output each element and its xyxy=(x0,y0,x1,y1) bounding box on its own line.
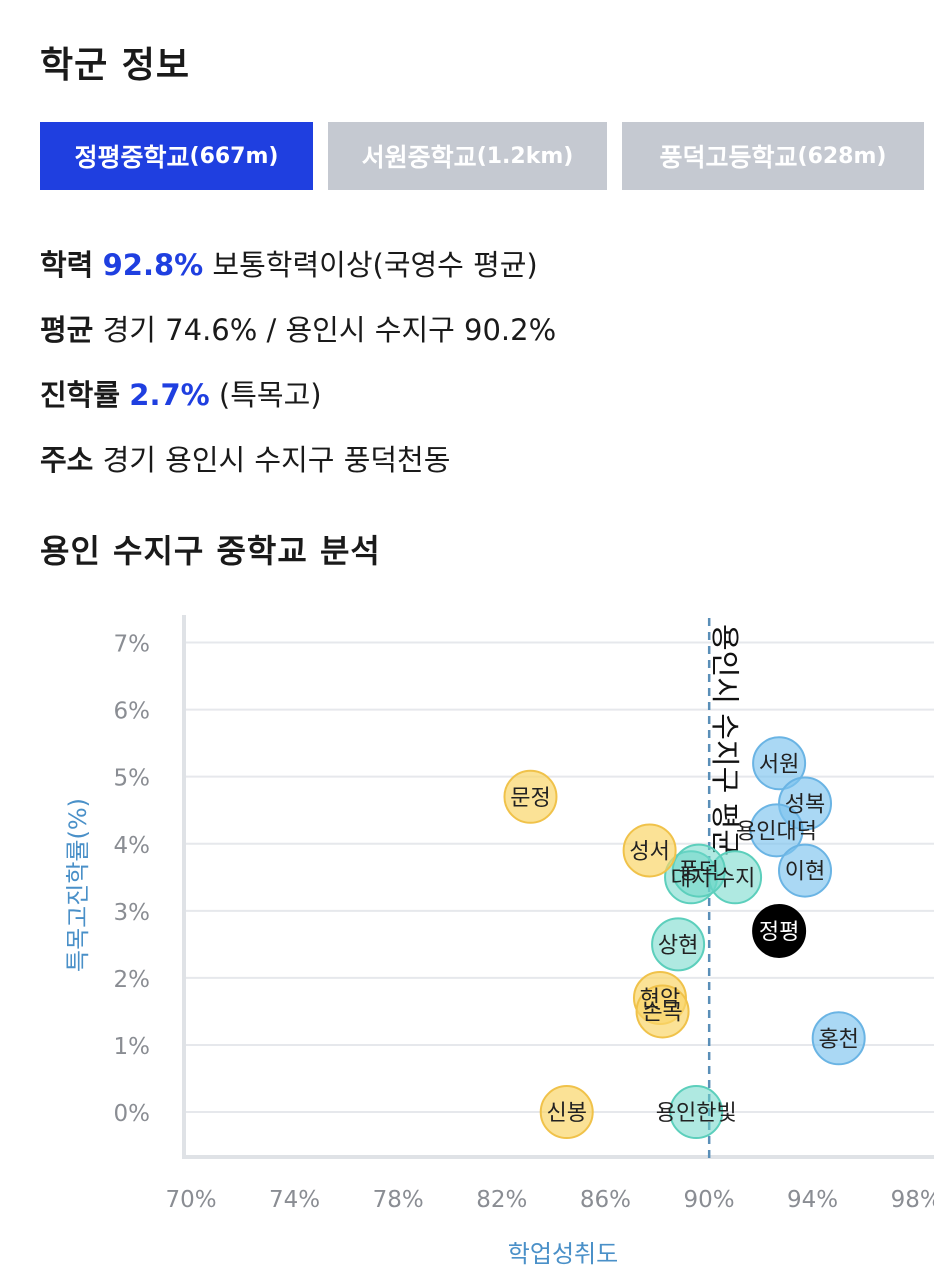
data-point xyxy=(635,984,690,1039)
analysis-title: 용인 수지구 중학교 분석 xyxy=(40,532,381,570)
data-point xyxy=(752,736,807,791)
data-point-label: 성서 xyxy=(629,839,669,864)
x-tick-label: 82% xyxy=(476,1187,527,1213)
data-point xyxy=(749,803,804,858)
tab-distance: (667m) xyxy=(189,143,279,169)
address-label: 주소 xyxy=(40,443,94,477)
y-tick-label: 2% xyxy=(114,967,151,993)
data-point-label: 성복 xyxy=(785,793,825,818)
data-point-label: 용인한빛 xyxy=(656,1101,737,1126)
average-row: 평균 경기 74.6% / 용인시 수지구 90.2% xyxy=(40,307,556,349)
tab-label: 서원중학교 xyxy=(361,143,477,172)
y-tick-label: 3% xyxy=(114,900,151,926)
y-tick-label: 4% xyxy=(114,833,151,859)
data-point-label: 손곡 xyxy=(642,1000,682,1025)
advancement-value: 2.7% xyxy=(129,378,210,412)
y-axis-label: 특목고진학률(%) xyxy=(64,798,92,972)
data-point-label: 수지 xyxy=(715,866,755,891)
data-point xyxy=(539,1085,594,1140)
data-point xyxy=(752,903,807,958)
x-tick-label: 90% xyxy=(683,1187,734,1213)
data-point xyxy=(669,1085,724,1140)
tab-seowon-middle[interactable]: 서원중학교 (1.2km) xyxy=(328,122,607,190)
school-tabs: 정평중학교 (667m) 서원중학교 (1.2km) 풍덕고등학교 (628m) xyxy=(40,122,924,190)
data-point-label: 현암 xyxy=(640,987,680,1012)
data-point xyxy=(811,1011,866,1066)
achievement-value: 92.8% xyxy=(102,248,204,282)
tab-pungdeok-high[interactable]: 풍덕고등학교 (628m) xyxy=(622,122,924,190)
tab-jeongpyeong-middle[interactable]: 정평중학교 (667m) xyxy=(40,122,313,190)
scatter-chart: 0% 1% 2% 3% 4% 5% 6% 7% 70% 74% 78% 82% 86% 90% 94% 98%… xyxy=(64,615,934,1268)
tab-label: 풍덕고등학교 xyxy=(659,143,798,172)
section-title: 학군 정보 xyxy=(40,45,191,86)
data-point xyxy=(622,823,677,878)
data-point-label: 용인대덕 xyxy=(736,819,817,844)
achievement-desc: 보통학력이상(국영수 평균) xyxy=(203,248,538,282)
y-tick-label: 0% xyxy=(114,1101,151,1127)
x-tick-label: 78% xyxy=(373,1187,424,1213)
data-point-label: 풍덕 xyxy=(679,860,719,885)
data-point xyxy=(651,917,706,972)
data-point-label: 문정 xyxy=(510,786,550,811)
address-text: 경기 용인시 수지구 풍덕천동 xyxy=(93,443,451,477)
tab-label: 정평중학교 xyxy=(74,143,190,172)
data-point xyxy=(778,843,833,898)
achievement-row: 학력 92.8% 보통학력이상(국영수 평균) xyxy=(40,242,538,284)
x-axis-label: 학업성취도 xyxy=(508,1240,618,1268)
average-label: 평균 xyxy=(40,313,94,347)
tab-distance: (628m) xyxy=(797,143,887,169)
data-point-label: 상현 xyxy=(658,933,698,958)
data-point-label: 홍천 xyxy=(818,1027,858,1052)
data-point-label: 서원 xyxy=(759,752,799,777)
data-point-label: 대지 xyxy=(671,866,711,891)
data-point-label: 이현 xyxy=(785,860,825,885)
y-tick-label: 1% xyxy=(114,1034,151,1060)
average-text: 경기 74.6% / 용인시 수지구 90.2% xyxy=(93,313,557,347)
x-tick-label: 86% xyxy=(580,1187,631,1213)
advancement-desc: (특목고) xyxy=(209,378,322,412)
advancement-row: 진학률 2.7% (특목고) xyxy=(40,372,322,414)
data-point xyxy=(671,843,726,898)
data-point-label: 정평 xyxy=(759,920,799,945)
reference-line-label: 용인시 수지구 평균 xyxy=(708,624,742,856)
data-point xyxy=(503,769,558,824)
y-tick-label: 6% xyxy=(114,699,151,725)
tab-distance: (1.2km) xyxy=(476,143,574,169)
address-row: 주소 경기 용인시 수지구 풍덕천동 xyxy=(40,437,450,479)
achievement-label: 학력 xyxy=(40,248,94,282)
y-tick-label: 5% xyxy=(114,766,151,792)
x-tick-label: 98% xyxy=(891,1187,934,1213)
x-tick-label: 74% xyxy=(269,1187,320,1213)
y-tick-label: 7% xyxy=(114,632,151,658)
advancement-label: 진학률 xyxy=(40,378,121,412)
data-point-label: 신봉 xyxy=(546,1101,586,1126)
x-tick-label: 94% xyxy=(787,1187,838,1213)
x-tick-label: 70% xyxy=(165,1187,216,1213)
